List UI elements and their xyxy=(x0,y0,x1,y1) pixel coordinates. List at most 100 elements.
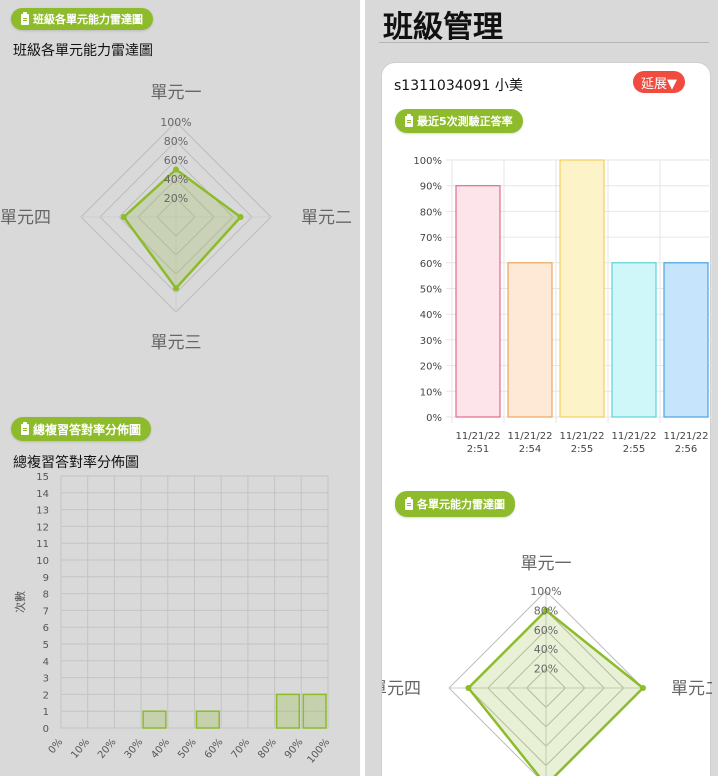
student-id: s1311034091 小美 xyxy=(394,78,523,94)
hist-y-tick-label: 7 xyxy=(43,606,49,617)
radar-data-point xyxy=(173,285,179,292)
hist-x-tick-label: 40% xyxy=(149,737,172,761)
hist-y-tick-label: 8 xyxy=(43,590,49,601)
hist-x-tick-label: 80% xyxy=(256,737,279,761)
recent-x-tick-label: 11/21/22 xyxy=(456,431,501,442)
hist-bar xyxy=(142,710,167,729)
hist-y-tick-label: 15 xyxy=(36,472,49,483)
hist-y-tick-label: 11 xyxy=(36,539,49,550)
recent-x-tick-label: 11/21/22 xyxy=(560,431,605,442)
right-panel: 班級管理 s1311034091 小美 延展▼ 最近5次測驗正答率 0% 10% 2… xyxy=(365,0,718,776)
radar-data-point xyxy=(640,685,646,691)
radar-data-point xyxy=(237,214,244,220)
class-radar-title: 班級各單元能力雷達圖 xyxy=(13,43,153,59)
radar-axis-label: 單元四 xyxy=(0,208,51,228)
title-divider xyxy=(379,42,709,43)
recent-y-tick-label: 50% xyxy=(420,285,442,296)
recent-x-tick-label: 2:51 xyxy=(467,444,489,455)
hist-bar xyxy=(195,710,220,729)
radar-axis-label: 單元二 xyxy=(301,208,352,228)
radar-tick-label: 80% xyxy=(164,135,188,148)
clipboard-icon xyxy=(405,113,413,127)
hist-x-tick-label: 100% xyxy=(305,737,332,766)
student-card: s1311034091 小美 延展▼ 最近5次測驗正答率 0% 10% 20% 30%… xyxy=(381,62,712,776)
recent-bar xyxy=(507,262,553,418)
radar-tick-label: 40% xyxy=(164,173,188,186)
hist-y-tick-label: 4 xyxy=(43,657,49,668)
histogram-pill-label: 總複習答對率分佈圖 xyxy=(33,422,142,437)
class-radar-pill: 班級各單元能力雷達圖 xyxy=(11,8,153,30)
hist-y-tick-label: 3 xyxy=(43,674,49,685)
hist-y-tick-label: 1 xyxy=(43,707,49,718)
hist-y-tick-label: 12 xyxy=(36,522,49,533)
radar-axis-label: 單元三 xyxy=(151,333,202,353)
hist-y-tick-label: 14 xyxy=(36,489,49,500)
recent-y-tick-label: 0% xyxy=(426,413,442,424)
recent-x-tick-label: 11/21/22 xyxy=(612,431,657,442)
histogram-title: 總複習答對率分佈圖 xyxy=(13,455,139,471)
recent-x-tick-label: 2:54 xyxy=(519,444,541,455)
recent-bar xyxy=(663,262,709,418)
recent-y-tick-label: 100% xyxy=(413,156,442,167)
unit-radar-pill-label: 各單元能力雷達圖 xyxy=(417,498,505,511)
hist-y-tick-label: 13 xyxy=(36,506,49,517)
radar-tick-label: 60% xyxy=(534,624,558,637)
radar-tick-label: 100% xyxy=(160,116,191,129)
radar-axis-label: 單元一 xyxy=(151,83,202,103)
radar-data-area xyxy=(466,608,645,776)
radar-data-point xyxy=(543,607,549,614)
histogram-pill: 總複習答對率分佈圖 xyxy=(11,417,152,441)
recent-x-tick-label: 2:56 xyxy=(675,444,697,455)
left-panel: 班級各單元能力雷達圖 班級各單元能力雷達圖 20% 40% 60% 80% 100% 單元… xyxy=(0,8,352,766)
page-title: 班級管理 xyxy=(383,10,503,45)
recent-bar xyxy=(611,262,657,418)
hist-y-tick-label: 9 xyxy=(43,573,49,584)
recent-scores-pill-label: 最近5次測驗正答率 xyxy=(417,115,513,128)
hist-x-tick-label: 10% xyxy=(69,737,92,761)
hist-x-tick-label: 70% xyxy=(229,737,252,761)
hist-x-tick-label: 30% xyxy=(123,737,146,761)
hist-x-tick-label: 60% xyxy=(203,737,226,761)
radar-axis-label: 單元一 xyxy=(521,554,572,574)
recent-y-tick-label: 40% xyxy=(420,310,442,321)
panel-divider xyxy=(360,0,365,776)
radar-data-point xyxy=(465,685,472,691)
recent-x-tick-label: 2:55 xyxy=(623,444,645,455)
radar-tick-label: 40% xyxy=(534,643,558,656)
hist-y-tick-label: 6 xyxy=(43,623,49,634)
recent-bar xyxy=(559,159,605,418)
recent-scores-chart: 0% 10% 20% 30% 40% 50% 60% 70% 80% 90% 100% 11/21/2… xyxy=(413,156,712,455)
recent-y-tick-label: 80% xyxy=(420,207,442,218)
radar-axis-label: 單元二 xyxy=(671,679,712,699)
hist-x-tick-label: 50% xyxy=(176,737,199,761)
hist-y-tick-label: 2 xyxy=(43,690,49,701)
radar-data-point xyxy=(173,166,179,173)
recent-y-tick-label: 70% xyxy=(420,233,442,244)
radar-tick-label: 20% xyxy=(164,192,188,205)
recent-y-tick-label: 10% xyxy=(420,387,442,398)
radar-tick-label: 20% xyxy=(534,663,558,676)
hist-x-tick-label: 90% xyxy=(283,737,306,761)
hist-y-tick-label: 5 xyxy=(43,640,49,651)
recent-x-tick-label: 2:55 xyxy=(571,444,593,455)
clipboard-icon xyxy=(405,496,413,510)
radar-grid-ring xyxy=(448,590,644,776)
recent-y-tick-label: 20% xyxy=(420,362,442,373)
recent-y-tick-label: 60% xyxy=(420,259,442,270)
hist-x-tick-label: 0% xyxy=(47,737,66,756)
recent-y-tick-label: 90% xyxy=(420,182,442,193)
radar-tick-label: 60% xyxy=(164,154,188,167)
recent-x-tick-label: 11/21/22 xyxy=(664,431,709,442)
radar-axis-label: 單元四 xyxy=(382,679,421,699)
clipboard-icon xyxy=(21,11,29,25)
class-radar-pill-label: 班級各單元能力雷達圖 xyxy=(33,13,143,26)
hist-y-tick-label: 0 xyxy=(43,724,49,735)
recent-x-tick-label: 11/21/22 xyxy=(508,431,553,442)
recent-scores-pill: 最近5次測驗正答率 xyxy=(395,109,523,133)
hist-bar xyxy=(275,693,301,729)
expand-button[interactable]: 延展▼ xyxy=(633,71,685,93)
radar-tick-label: 80% xyxy=(534,604,558,617)
